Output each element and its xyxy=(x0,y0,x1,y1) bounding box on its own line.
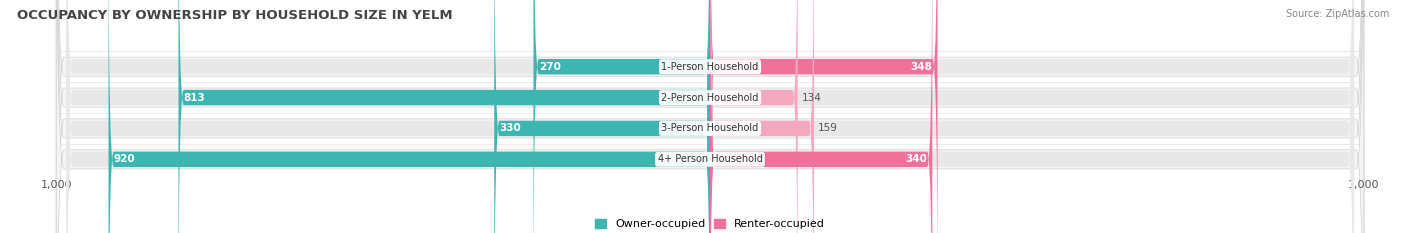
Text: 159: 159 xyxy=(818,123,838,134)
Text: 134: 134 xyxy=(801,93,821,103)
Text: Source: ZipAtlas.com: Source: ZipAtlas.com xyxy=(1285,9,1389,19)
FancyBboxPatch shape xyxy=(710,0,932,233)
FancyBboxPatch shape xyxy=(495,0,710,233)
Text: 340: 340 xyxy=(905,154,927,164)
FancyBboxPatch shape xyxy=(66,0,1354,233)
Text: 1-Person Household: 1-Person Household xyxy=(661,62,759,72)
FancyBboxPatch shape xyxy=(179,0,710,233)
Text: 4+ Person Household: 4+ Person Household xyxy=(658,154,762,164)
Text: 348: 348 xyxy=(911,62,932,72)
Text: 813: 813 xyxy=(184,93,205,103)
FancyBboxPatch shape xyxy=(66,0,1354,233)
FancyBboxPatch shape xyxy=(710,0,938,233)
FancyBboxPatch shape xyxy=(533,0,710,233)
FancyBboxPatch shape xyxy=(66,0,1354,233)
FancyBboxPatch shape xyxy=(56,0,1364,233)
FancyBboxPatch shape xyxy=(56,0,1364,233)
Text: 920: 920 xyxy=(114,154,135,164)
FancyBboxPatch shape xyxy=(108,0,710,233)
Text: 330: 330 xyxy=(499,123,522,134)
FancyBboxPatch shape xyxy=(710,0,797,233)
Text: 3-Person Household: 3-Person Household xyxy=(661,123,759,134)
FancyBboxPatch shape xyxy=(710,0,814,233)
Text: 2-Person Household: 2-Person Household xyxy=(661,93,759,103)
FancyBboxPatch shape xyxy=(56,0,1364,233)
Text: 270: 270 xyxy=(538,62,561,72)
Text: OCCUPANCY BY OWNERSHIP BY HOUSEHOLD SIZE IN YELM: OCCUPANCY BY OWNERSHIP BY HOUSEHOLD SIZE… xyxy=(17,9,453,22)
Legend: Owner-occupied, Renter-occupied: Owner-occupied, Renter-occupied xyxy=(591,214,830,233)
FancyBboxPatch shape xyxy=(56,0,1364,233)
FancyBboxPatch shape xyxy=(66,0,1354,233)
